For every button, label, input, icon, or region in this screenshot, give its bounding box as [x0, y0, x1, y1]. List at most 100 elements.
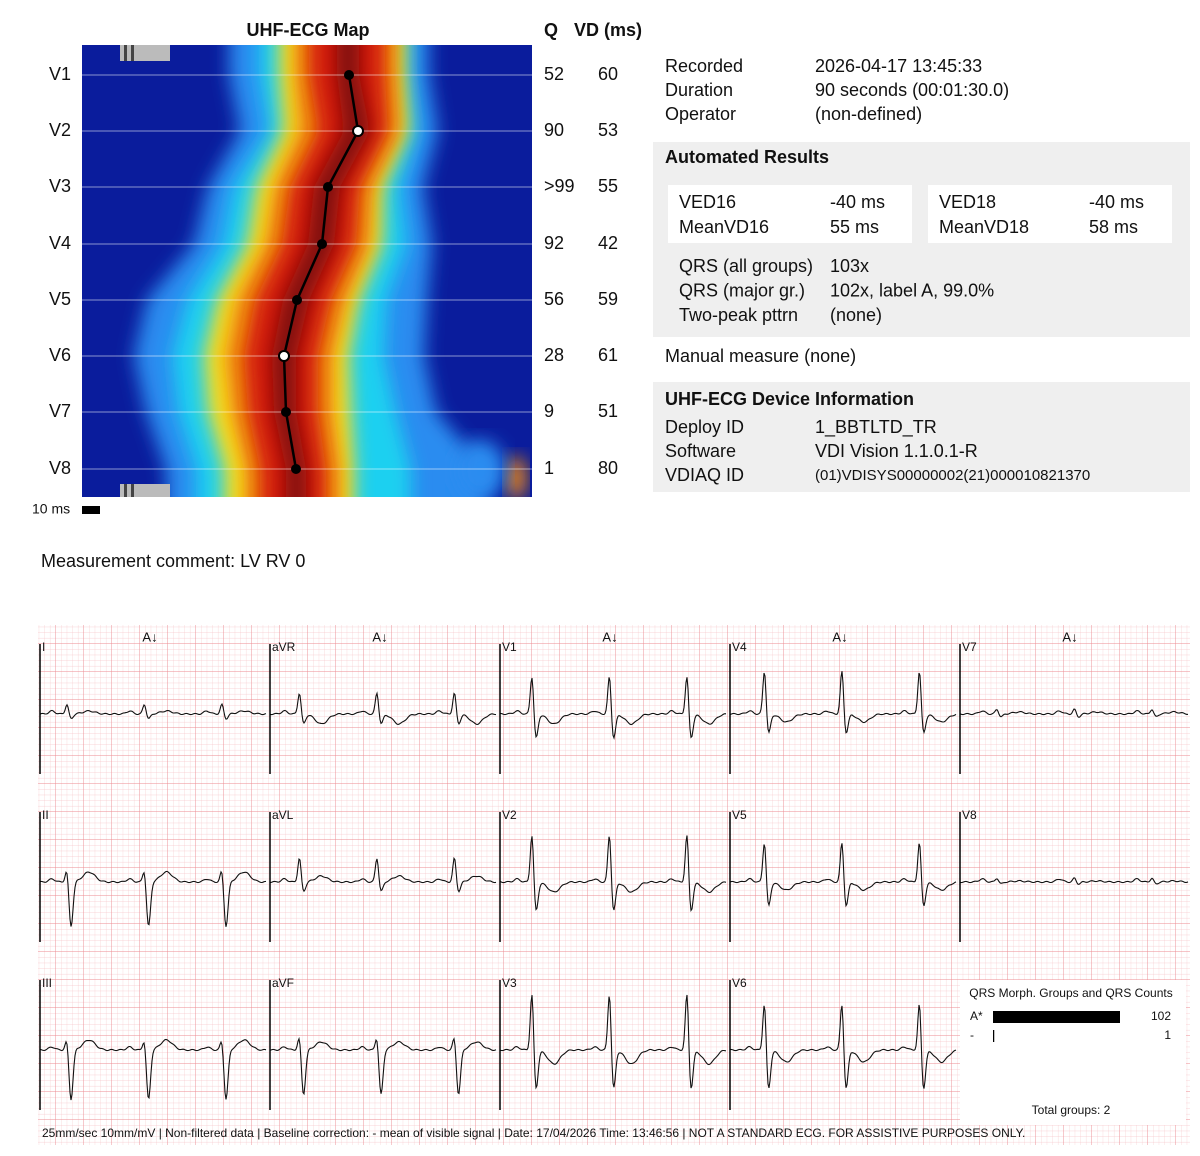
group-count: 102	[1151, 1009, 1171, 1023]
qrs-label: QRS (major gr.)	[679, 280, 805, 300]
scale-label: 10 ms	[32, 501, 70, 517]
lead-name: V8	[962, 808, 977, 822]
manual-measure: Manual measure (none)	[665, 346, 856, 366]
info-label: Duration	[665, 80, 733, 100]
lead-name: V2	[502, 808, 517, 822]
map-title: UHF-ECG Map	[247, 20, 370, 40]
groups-total: Total groups: 2	[1032, 1103, 1111, 1117]
vd-value: 51	[598, 401, 618, 421]
groups-box	[960, 980, 1186, 1125]
vd-point	[317, 239, 327, 249]
lead-name: V6	[732, 976, 747, 990]
result-value: -40 ms	[830, 192, 885, 212]
q-value: >99	[544, 176, 575, 196]
ecg-trace	[269, 1036, 497, 1096]
group-bar	[993, 1030, 995, 1042]
groups-title: QRS Morph. Groups and QRS Counts	[969, 986, 1172, 1000]
lead-label: V2	[49, 120, 71, 140]
q-value: 92	[544, 233, 564, 253]
device-value: 1_BBTLTD_TR	[815, 417, 937, 438]
result-value: 55 ms	[830, 217, 879, 237]
vd-value: 59	[598, 289, 618, 309]
beat-marker: A↓	[142, 629, 157, 644]
ecg-trace	[39, 1038, 267, 1101]
lead-label: V5	[49, 289, 71, 309]
lead-name: V1	[502, 640, 517, 654]
lead-name: V7	[962, 640, 977, 654]
result-value: -40 ms	[1089, 192, 1144, 212]
ecg-trace	[499, 994, 727, 1090]
vd-line	[282, 74, 360, 470]
vd-header: VD (ms)	[574, 20, 642, 40]
vd-value: 53	[598, 120, 618, 140]
info-label: Operator	[665, 104, 736, 124]
qrs-label: QRS (all groups)	[679, 256, 813, 276]
vd-value: 60	[598, 64, 618, 84]
ecg-trace	[499, 835, 727, 912]
ecg-trace	[959, 708, 1189, 719]
lead-label: V1	[49, 64, 71, 84]
vd-point	[344, 70, 354, 80]
qrs-value: (none)	[830, 305, 882, 325]
lead-label: V7	[49, 401, 71, 421]
vd-point	[281, 407, 291, 417]
heat-spot	[455, 440, 505, 497]
info-value: 90 seconds (00:01:30.0)	[815, 80, 1009, 100]
lead-name: V4	[732, 640, 747, 654]
beat-marker: A↓	[832, 629, 847, 644]
q-value: 28	[544, 345, 564, 365]
lead-label: V8	[49, 458, 71, 478]
q-value: 52	[544, 64, 564, 84]
ecg-trace	[39, 702, 267, 720]
vd-point	[278, 350, 290, 362]
device-value: (01)VDISYS00000002(21)000010821370	[815, 467, 1090, 484]
device-title: UHF-ECG Device Information	[665, 389, 914, 409]
vd-value: 80	[598, 458, 618, 478]
qrs-value: 103x	[830, 256, 869, 276]
vd-value: 61	[598, 345, 618, 365]
results-title: Automated Results	[665, 147, 829, 167]
vd-value: 55	[598, 176, 618, 196]
vd-point	[352, 125, 364, 137]
result-box	[928, 185, 1172, 243]
ecg-trace	[499, 677, 727, 740]
lead-name: V3	[502, 976, 517, 990]
result-label: VED16	[679, 192, 736, 212]
lead-label: V3	[49, 176, 71, 196]
lead-name: aVR	[272, 640, 296, 654]
result-label: VED18	[939, 192, 996, 212]
beat-marker: A↓	[372, 629, 387, 644]
heat-layer	[272, 45, 370, 497]
group-bar	[993, 1011, 1120, 1023]
qrs-value: 102x, label A, 99.0%	[830, 280, 994, 300]
group-label: A*	[970, 1009, 983, 1023]
info-value: (non-defined)	[815, 104, 922, 124]
ecg-trace	[39, 870, 267, 927]
ecg-trace	[959, 877, 1189, 885]
device-panel	[653, 382, 1190, 492]
ecg-trace	[729, 1004, 957, 1089]
group-count: 1	[1164, 1028, 1171, 1042]
result-value: 58 ms	[1089, 217, 1138, 237]
measurement-comment: Measurement comment: LV RV 0	[41, 551, 305, 571]
beat-marker: A↓	[1062, 629, 1077, 644]
info-label: Recorded	[665, 56, 743, 76]
qrs-label: Two-peak pttrn	[679, 305, 798, 325]
lead-name: II	[42, 808, 49, 822]
result-label: MeanVD16	[679, 217, 769, 237]
q-value: 1	[544, 458, 554, 478]
lead-label: V4	[49, 233, 71, 253]
ecg-traces	[39, 644, 1189, 1110]
result-box	[668, 185, 912, 243]
lead-name: III	[42, 976, 52, 990]
lead-name: I	[42, 640, 45, 654]
lead-label: V6	[49, 345, 71, 365]
info-value: 2026-04-17 13:45:33	[815, 56, 982, 76]
device-label: Deploy ID	[665, 417, 744, 437]
device-label: VDIAQ ID	[665, 465, 744, 485]
lead-name: aVF	[272, 976, 294, 990]
group-label: -	[970, 1028, 974, 1042]
ecg-trace	[269, 691, 497, 726]
